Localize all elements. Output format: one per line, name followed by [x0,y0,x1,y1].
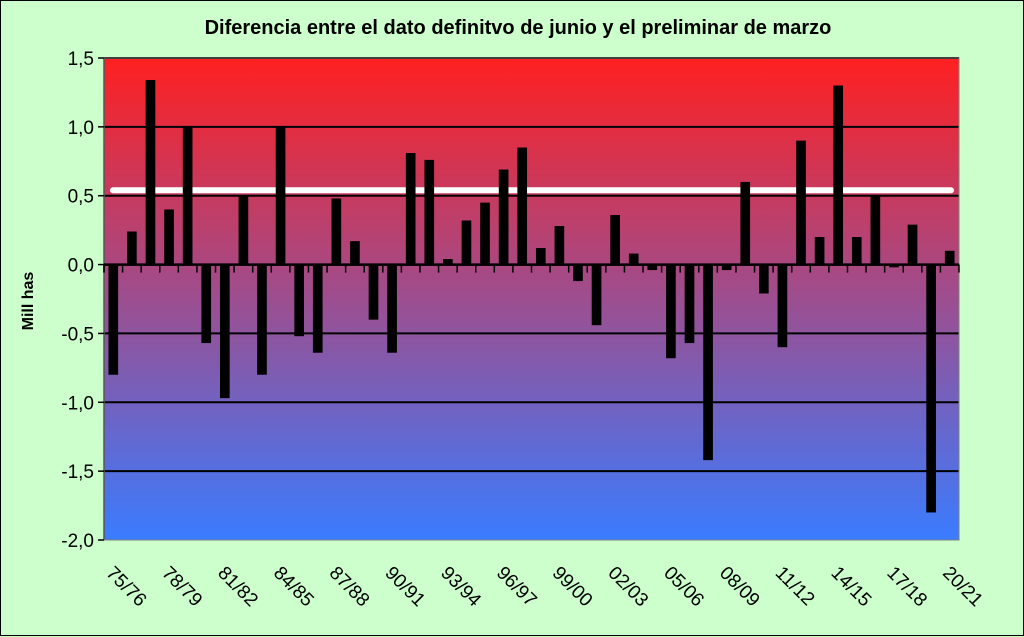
x-tick-label: 93/94 [436,563,485,612]
bars [108,80,955,513]
bar-20/21 [944,250,955,265]
bar-13/14 [814,237,825,265]
bar-90/91 [387,264,397,353]
bar-83/84 [257,264,267,375]
bar-99/00 [554,226,565,265]
bar-88/89 [350,241,360,265]
bar-75/76 [108,264,119,375]
y-tick-label: -2,0 [61,531,94,552]
bar-18/19 [907,224,918,265]
bar-06/07 [684,264,695,344]
x-tick-label: 05/06 [659,563,707,611]
x-tick-label: 81/82 [213,563,261,611]
bar-16/17 [870,195,881,265]
bar-97/98 [517,147,528,265]
x-tick-label: 96/97 [492,563,540,611]
bar-77/78 [145,80,156,265]
bar-93/94 [443,259,453,265]
bar-80/81 [201,264,212,344]
x-tick-labels: 75/76 78/79 81/82 84/85 87/88 90/91 93/94 96/97… [102,563,987,612]
bar-09/10 [740,181,751,265]
bar-91/92 [405,153,416,265]
y-tick-label: -1,0 [61,393,94,414]
x-tick-label: 08/09 [715,563,763,611]
x-tick-label: 14/15 [827,563,875,611]
bar-08/09 [721,264,732,271]
x-tick-label: 02/03 [604,563,652,611]
bar-01/02 [591,264,602,326]
y-axis-label: Mill has [20,272,37,331]
bar-84/85 [275,126,286,265]
bar-07/08 [703,264,713,461]
bar-10/11 [759,264,769,294]
y-tick-label: 0,0 [68,256,94,277]
bar-03/04 [628,253,639,265]
bar-12/13 [796,140,806,265]
x-tick-label: 20/21 [938,563,986,611]
y-tick-label: 1,0 [68,118,94,139]
bar-87/88 [331,198,342,265]
bar-92/93 [424,159,435,265]
bar-95/96 [480,202,490,265]
bar-17/18 [889,264,899,268]
x-tick-label: 78/79 [158,563,206,611]
axes [98,57,960,541]
y-tick-label: -1,5 [61,462,94,483]
bar-00/01 [573,264,583,282]
bar-78/79 [164,209,174,265]
bar-86/87 [312,264,323,353]
bar-96/97 [498,169,509,265]
bar-94/95 [461,220,472,265]
y-tick-labels: 1,5 1,0 0,5 0,0 -0,5 -1,0 -1,5 -2,0 [61,49,94,552]
bar-81/82 [219,264,230,399]
y-tick-label: 0,5 [68,187,94,208]
plot-border [103,57,960,541]
bar-14/15 [833,85,844,265]
bar-11/12 [777,264,788,348]
y-tick-label: 1,5 [68,49,94,70]
bar-76/77 [127,231,137,265]
x-tick-label: 75/76 [102,563,150,611]
x-tick-label: 87/88 [325,563,373,611]
x-tick-label: 99/00 [548,563,596,611]
bar-05/06 [666,264,676,359]
x-tick-label: 17/18 [882,563,930,611]
x-tick-label: 84/85 [269,563,317,611]
x-tick-label: 11/12 [771,563,818,610]
bar-82/83 [238,195,249,265]
bar-19/20 [926,264,936,513]
chart-title: Diferencia entre el dato definitvo de ju… [205,17,832,39]
plot-area [104,58,959,540]
bar-02/03 [610,214,620,265]
bar-04/05 [647,264,658,271]
bar-15/16 [851,237,862,265]
y-tick-label: -0,5 [61,324,94,345]
bar-89/90 [368,264,379,320]
bar-79/80 [182,126,193,265]
x-tick-label: 90/91 [381,563,429,611]
bar-85/86 [294,264,304,337]
bar-98/99 [535,248,546,265]
